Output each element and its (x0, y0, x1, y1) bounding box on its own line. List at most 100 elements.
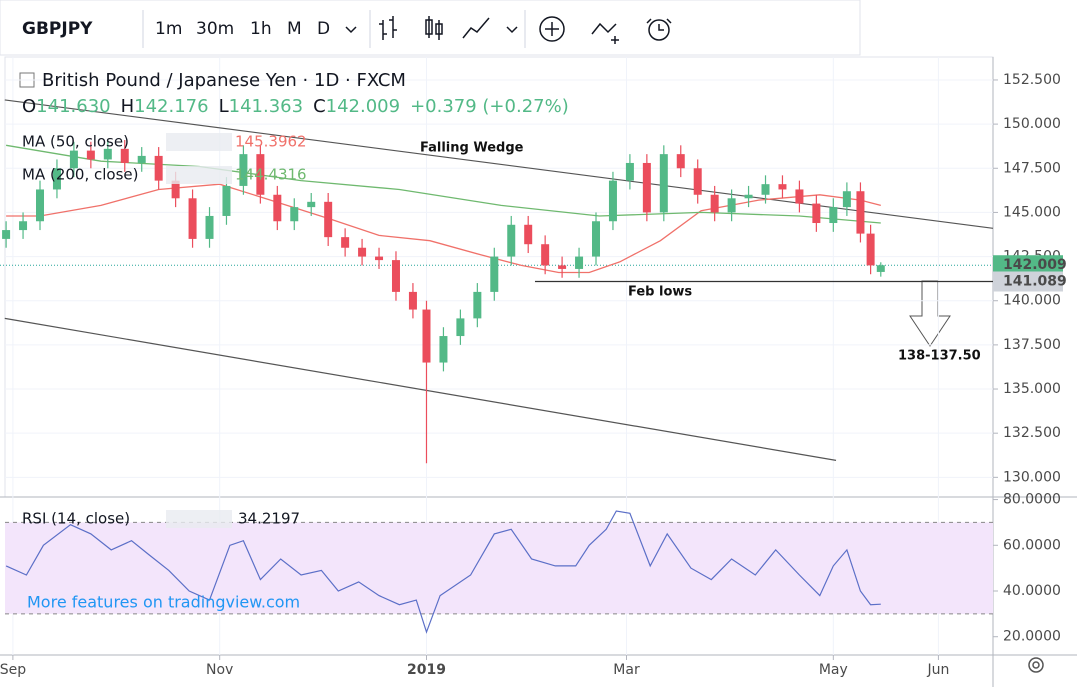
indicator-value: 145.3962 (235, 133, 307, 151)
candle-body (273, 194, 282, 222)
interval-button[interactable]: M (287, 19, 302, 39)
candle-body (490, 256, 499, 292)
y-tick-label: 130.000 (1003, 469, 1061, 485)
candle-body (592, 221, 601, 257)
candle-body (829, 207, 838, 224)
y-tick-label: 150.000 (1003, 116, 1061, 132)
y-tick-label: 152.500 (1003, 72, 1061, 88)
candle-body (52, 168, 61, 190)
candle-body (625, 162, 634, 181)
candle-body (358, 247, 367, 257)
ohlc-value: 142.009 (326, 96, 400, 117)
candle-body (659, 154, 668, 213)
x-tick-label: May (819, 662, 848, 678)
symbol: GBPJPY (22, 19, 93, 39)
ohlc-key: H (121, 96, 135, 117)
candle-body (795, 189, 804, 204)
candle-body (575, 256, 584, 269)
candle-body (120, 148, 129, 163)
annotation: Falling Wedge (420, 141, 524, 156)
ohlc-value: 141.363 (229, 96, 303, 117)
candle-body (558, 265, 567, 269)
candle-body (103, 148, 112, 160)
candle-body (19, 221, 28, 231)
grid (5, 57, 993, 655)
x-tick-label: 2019 (407, 662, 446, 678)
price-marker (993, 271, 1063, 292)
candle-body (391, 260, 400, 292)
candle-body (876, 265, 885, 272)
indicator-buttons (166, 133, 232, 151)
y-tick-label: 20.0000 (1003, 629, 1061, 645)
indicator-name: RSI (14, close) (22, 510, 130, 528)
candle-body (137, 155, 146, 163)
trendline (4, 99, 994, 229)
interval-button[interactable]: D (317, 19, 330, 39)
chart-title: British Pound / Japanese Yen · 1D · FXCM (42, 70, 406, 91)
indicator-name: MA (200, close) (22, 166, 138, 184)
ohlc-value: 141.630 (36, 96, 110, 117)
candle-body (456, 318, 465, 337)
candle-body (676, 154, 685, 169)
candle-body (36, 189, 45, 222)
candle-body (473, 291, 482, 319)
indicator-buttons (166, 510, 232, 528)
candle-body (524, 224, 533, 245)
y-tick-label: 137.500 (1003, 337, 1061, 353)
candle-body (693, 168, 702, 195)
trendline (4, 317, 837, 461)
candle-body (642, 162, 651, 213)
candle-body (842, 191, 851, 208)
candle-body (761, 184, 770, 195)
annotation: 138-137.50 (898, 349, 981, 364)
interval-button[interactable]: 30m (196, 19, 234, 39)
rsi-band (5, 522, 993, 614)
interval-button[interactable]: 1m (155, 19, 182, 39)
candle-body (86, 150, 95, 160)
indicator-buttons (166, 166, 232, 184)
toolbar-icons[interactable] (142, 10, 672, 48)
y-tick-label: 145.000 (1003, 204, 1061, 220)
y-tick-label: 60.0000 (1003, 537, 1061, 553)
candle-body (812, 203, 821, 224)
interval-button[interactable]: 1h (250, 19, 272, 39)
candle-body (222, 185, 231, 216)
candle-body (171, 180, 180, 199)
price-marker-label: 141.089 (1003, 273, 1067, 289)
indicator-value: 144.4316 (235, 166, 307, 184)
toolbar (0, 0, 861, 56)
candle-body (239, 154, 248, 186)
ohlc-key: O (22, 96, 36, 117)
candle-body (307, 201, 316, 208)
candle-body (188, 198, 197, 239)
y-tick-label: 40.0000 (1003, 583, 1061, 599)
candle-body (744, 194, 753, 199)
candle-body (507, 224, 516, 257)
ohlc-key: C (313, 96, 326, 117)
price-marker-label: 142.009 (1003, 257, 1067, 273)
indicator-value: 34.2197 (238, 510, 300, 528)
candle-body (375, 256, 384, 261)
x-tick-label: Nov (206, 662, 233, 678)
candle-body (408, 291, 417, 310)
x-tick-label: Jun (926, 662, 949, 678)
candle-body (341, 237, 350, 248)
candle-body (69, 150, 78, 169)
moving-average (5, 144, 881, 224)
promo-link[interactable]: More features on tradingview.com (27, 593, 300, 612)
y-tick-label: 80.0000 (1003, 492, 1061, 508)
candle-body (541, 244, 550, 266)
change-value: +0.379 (+0.27%) (410, 96, 569, 117)
y-tick-label: 147.500 (1003, 160, 1061, 176)
price-marker (993, 255, 1063, 276)
candle-body (324, 201, 333, 238)
ohlc-key: L (219, 96, 229, 117)
candle-body (256, 154, 265, 195)
y-tick-label: 135.000 (1003, 381, 1061, 397)
settings-icon[interactable] (1028, 657, 1044, 673)
candle-body (439, 336, 448, 363)
candle-body (778, 184, 787, 190)
y-tick-label: 132.500 (1003, 425, 1061, 441)
candle-body (608, 180, 617, 222)
